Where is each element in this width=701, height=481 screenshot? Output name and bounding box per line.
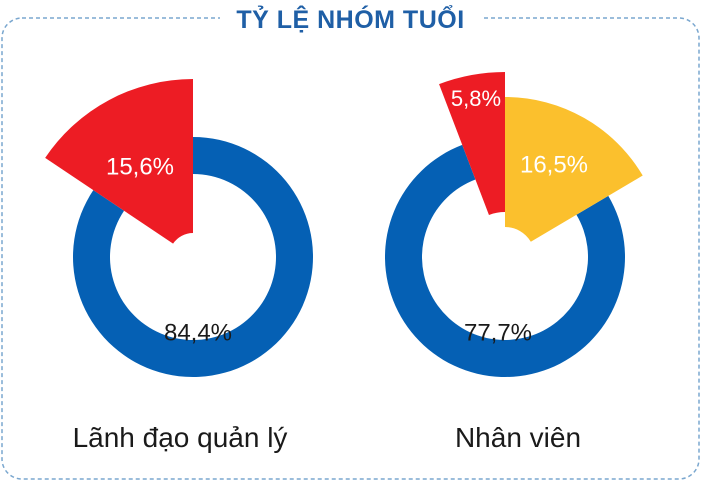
slice-exploded (45, 79, 193, 244)
slice-label: 15,6% (106, 153, 174, 180)
slice-main (385, 144, 626, 377)
slice-red (439, 72, 505, 215)
donut-1: 84,4% 15,6% (45, 79, 313, 378)
slice-yellow (505, 97, 643, 242)
slice-label: 16,5% (520, 151, 588, 178)
chart-title: TỶ LỆ NHÓM TUỔI (0, 6, 701, 35)
slice-label: 5,8% (451, 86, 501, 111)
slice-main (72, 137, 313, 378)
chart-title-text: TỶ LỆ NHÓM TUỔI (220, 6, 481, 34)
category-label-leaders: Lãnh đạo quản lý (72, 422, 288, 453)
category-label-staff: Nhân viên (454, 422, 582, 453)
slice-label: 84,4% (164, 319, 232, 346)
slice-label: 77,7% (464, 319, 532, 346)
donut-2: 77,7% 16,5% 5,8% (385, 72, 643, 377)
